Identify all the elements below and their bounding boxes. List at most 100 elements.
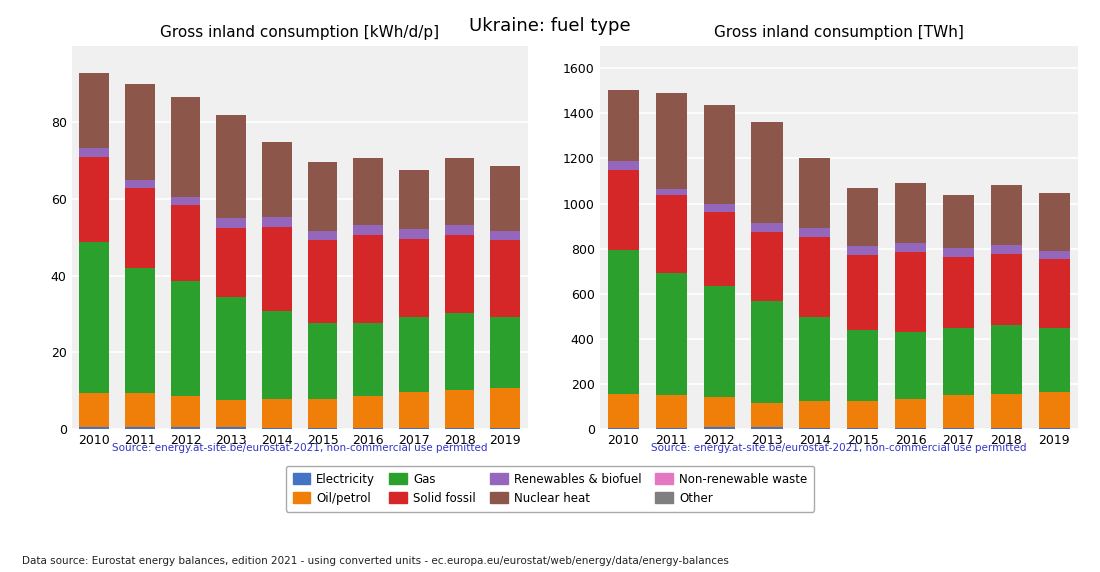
Bar: [991, 255, 1022, 325]
Bar: [847, 188, 878, 246]
Bar: [751, 427, 782, 429]
Bar: [656, 189, 686, 196]
Bar: [751, 300, 782, 403]
Bar: [353, 158, 383, 225]
Bar: [125, 268, 155, 393]
Bar: [656, 428, 686, 429]
Bar: [704, 212, 735, 286]
Bar: [656, 395, 686, 428]
Bar: [943, 248, 974, 257]
Bar: [847, 428, 878, 429]
Bar: [170, 427, 200, 429]
Bar: [491, 388, 520, 428]
Bar: [895, 243, 926, 252]
Bar: [262, 428, 292, 429]
Bar: [800, 158, 830, 228]
Bar: [491, 317, 520, 388]
Bar: [751, 223, 782, 232]
Bar: [943, 428, 974, 429]
Bar: [262, 227, 292, 311]
Bar: [170, 97, 200, 197]
Bar: [704, 427, 735, 429]
Bar: [308, 240, 338, 323]
Bar: [608, 161, 639, 170]
Bar: [1038, 251, 1069, 260]
Bar: [704, 105, 735, 204]
Bar: [262, 142, 292, 217]
Bar: [1038, 260, 1069, 328]
Bar: [800, 228, 830, 237]
Bar: [1038, 392, 1069, 428]
Bar: [217, 427, 246, 429]
Bar: [353, 225, 383, 235]
Bar: [895, 252, 926, 332]
Bar: [308, 428, 338, 429]
Bar: [353, 235, 383, 323]
Bar: [800, 237, 830, 317]
Text: Data source: Eurostat energy balances, edition 2021 - using converted units - ec: Data source: Eurostat energy balances, e…: [22, 557, 729, 566]
Bar: [125, 180, 155, 188]
Bar: [79, 241, 109, 393]
Bar: [491, 231, 520, 240]
Text: Source: energy.at-site.be/eurostat-2021, non-commercial use permitted: Source: energy.at-site.be/eurostat-2021,…: [651, 443, 1026, 453]
Bar: [608, 90, 639, 161]
Bar: [991, 394, 1022, 428]
Bar: [704, 286, 735, 398]
Bar: [847, 255, 878, 329]
Bar: [262, 311, 292, 399]
Bar: [491, 166, 520, 231]
Bar: [399, 169, 429, 229]
Bar: [125, 393, 155, 427]
Bar: [656, 273, 686, 395]
Bar: [444, 235, 474, 313]
Bar: [353, 323, 383, 396]
Bar: [399, 392, 429, 428]
Bar: [800, 428, 830, 429]
Bar: [847, 329, 878, 400]
Bar: [399, 239, 429, 317]
Bar: [170, 396, 200, 427]
Bar: [444, 225, 474, 235]
Bar: [943, 328, 974, 395]
Bar: [1038, 193, 1069, 251]
Bar: [399, 428, 429, 429]
Bar: [847, 246, 878, 255]
Bar: [991, 245, 1022, 255]
Bar: [308, 231, 338, 240]
Bar: [217, 228, 246, 297]
Bar: [656, 196, 686, 273]
Bar: [656, 93, 686, 189]
Bar: [704, 398, 735, 427]
Bar: [353, 396, 383, 428]
Bar: [170, 281, 200, 396]
Bar: [991, 428, 1022, 429]
Bar: [399, 317, 429, 392]
Title: Gross inland consumption [TWh]: Gross inland consumption [TWh]: [714, 25, 964, 41]
Bar: [1038, 328, 1069, 392]
Bar: [491, 240, 520, 317]
Bar: [800, 317, 830, 400]
Bar: [608, 250, 639, 394]
Bar: [847, 400, 878, 428]
Bar: [308, 162, 338, 231]
Bar: [991, 325, 1022, 394]
Bar: [943, 395, 974, 428]
Title: Gross inland consumption [kWh/d/p]: Gross inland consumption [kWh/d/p]: [161, 25, 439, 41]
Bar: [608, 394, 639, 428]
Bar: [79, 393, 109, 427]
Legend: Electricity, Oil/petrol, Gas, Solid fossil, Renewables & biofuel, Nuclear heat, : Electricity, Oil/petrol, Gas, Solid foss…: [286, 466, 814, 512]
Bar: [895, 428, 926, 429]
Bar: [751, 403, 782, 427]
Bar: [991, 185, 1022, 245]
Bar: [704, 204, 735, 212]
Bar: [800, 400, 830, 428]
Text: Source: energy.at-site.be/eurostat-2021, non-commercial use permitted: Source: energy.at-site.be/eurostat-2021,…: [112, 443, 487, 453]
Bar: [170, 205, 200, 281]
Bar: [491, 428, 520, 429]
Bar: [751, 232, 782, 300]
Bar: [943, 195, 974, 248]
Bar: [79, 157, 109, 241]
Bar: [895, 332, 926, 399]
Bar: [79, 73, 109, 148]
Bar: [895, 399, 926, 428]
